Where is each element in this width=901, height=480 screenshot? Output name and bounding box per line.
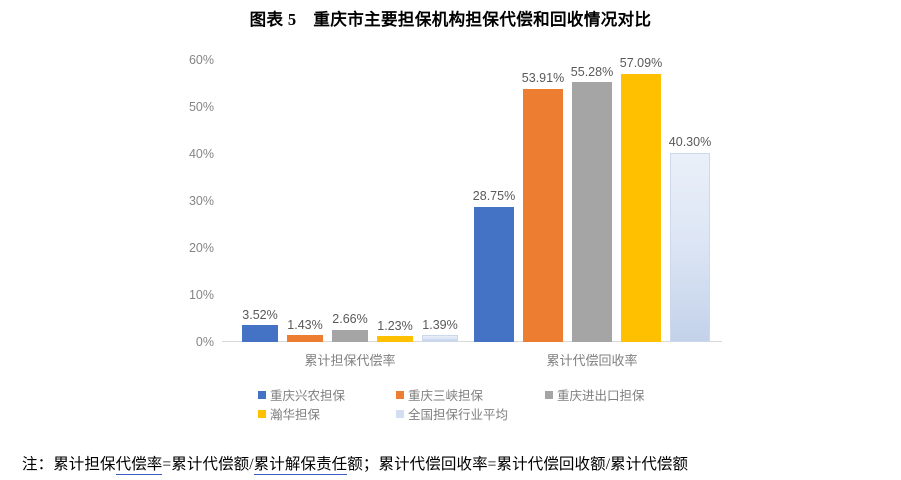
legend-item[interactable]: 瀚华担保 <box>258 404 320 423</box>
y-axis-tick-label: 30% <box>188 194 214 208</box>
legend-label: 重庆进出口担保 <box>557 389 645 403</box>
legend-swatch-icon <box>258 409 266 418</box>
legend-item[interactable]: 重庆兴农担保 <box>258 385 345 404</box>
legend-swatch-icon <box>258 390 266 399</box>
legend-label: 重庆三峡担保 <box>408 389 484 403</box>
y-axis-tick-label: 10% <box>188 288 214 302</box>
y-axis-tick-label: 0% <box>195 335 214 349</box>
legend-swatch-icon <box>396 409 404 418</box>
bar-value-label: 55.28% <box>570 64 614 79</box>
bar-value-label: 2.66% <box>332 312 368 326</box>
bar <box>377 336 413 342</box>
x-axis-line <box>222 341 722 342</box>
legend-label: 全国担保行业平均 <box>408 408 509 422</box>
y-axis-tick-label: 50% <box>188 100 214 114</box>
bar-value-label: 57.09% <box>619 56 663 71</box>
legend-item[interactable]: 重庆进出口担保 <box>545 385 645 404</box>
chart-legend: 重庆兴农担保 重庆三峡担保 重庆进出口担保瀚华担保 全国担保行业平均 <box>258 385 708 423</box>
bar <box>621 73 661 342</box>
y-axis-tick-label: 60% <box>188 53 214 67</box>
bar-value-label: 1.39% <box>422 317 458 332</box>
plot-area: 3.52% 1.43% 2.66% 1.23% 1.39% 28.75% 53.91% 55.… <box>222 56 722 342</box>
bar-value-label: 40.30% <box>668 135 712 150</box>
bar-value-label: 1.23% <box>377 318 413 333</box>
note-underline-term-2: 累计解保责任 <box>253 456 348 475</box>
legend-item[interactable]: 全国担保行业平均 <box>396 404 508 423</box>
legend-swatch-icon <box>545 390 553 399</box>
category-label: 累计担保代偿率 <box>304 353 396 368</box>
bar <box>422 335 458 342</box>
bar <box>332 329 368 342</box>
note-prefix: 注：累计担保 <box>22 456 116 473</box>
bar <box>287 335 323 342</box>
legend-row: 瀚华担保 全国担保行业平均 <box>258 404 708 423</box>
figure-note: 注：累计担保代偿率=累计代偿额/累计解保责任额；累计代偿回收率=累计代偿回收额/… <box>22 452 689 475</box>
bar <box>523 88 563 342</box>
note-mid: =累计代偿额/ <box>162 456 254 473</box>
category-label: 累计代偿回收率 <box>546 353 638 368</box>
bar-value-label: 28.75% <box>472 189 516 204</box>
legend-label: 瀚华担保 <box>270 408 321 422</box>
legend-row: 重庆兴农担保 重庆三峡担保 重庆进出口担保 <box>258 385 708 404</box>
y-axis-tick-label: 20% <box>188 241 214 255</box>
bar <box>474 206 514 342</box>
bar-value-label: 53.91% <box>521 71 565 86</box>
page-title: 图表 5 重庆市主要担保机构担保代偿和回收情况对比 <box>249 10 652 29</box>
y-axis-tick-label: 40% <box>188 147 214 161</box>
bar <box>242 325 278 342</box>
bar-value-label: 3.52% <box>242 307 278 322</box>
bar-value-label: 1.43% <box>287 317 323 332</box>
bar <box>572 82 612 342</box>
legend-item[interactable]: 重庆三峡担保 <box>396 385 483 404</box>
note-underline-term-1: 代偿率 <box>115 456 163 475</box>
note-suffix: 额；累计代偿回收率=累计代偿回收额/累计代偿额 <box>347 456 689 473</box>
legend-label: 重庆兴农担保 <box>270 389 346 403</box>
bar-chart: 0% 10% 20% 30% 40% 50% 60% 3.52% 1.43% 2.66% 1.23… <box>0 38 901 438</box>
legend-swatch-icon <box>396 390 404 399</box>
bar <box>670 152 710 342</box>
